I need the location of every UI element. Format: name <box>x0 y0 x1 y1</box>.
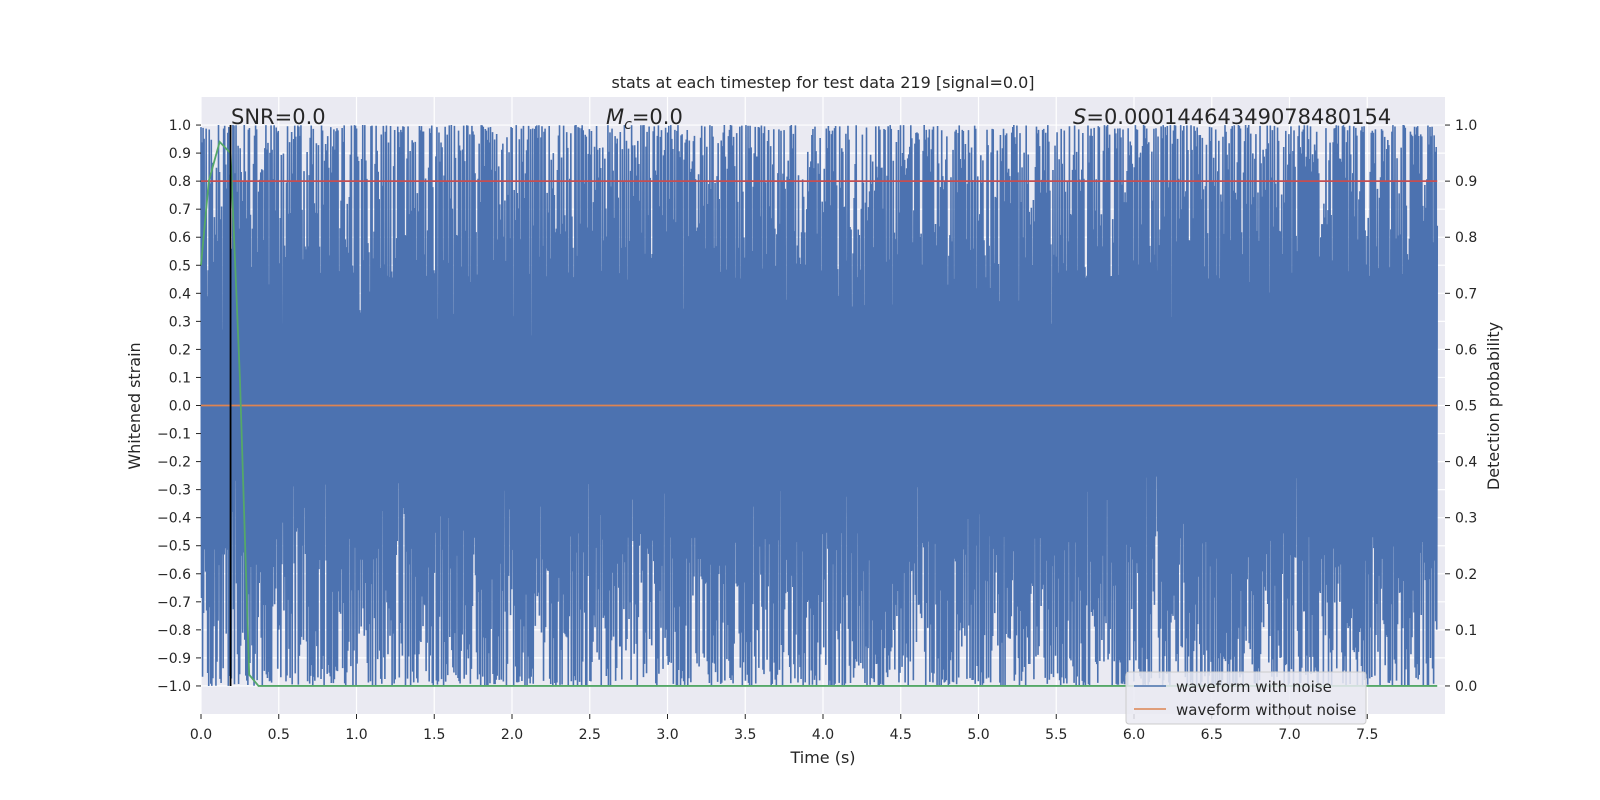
y-tick-label: 0.2 <box>169 342 191 358</box>
y2-tick-label: 1.0 <box>1455 118 1477 134</box>
x-tick-label: 2.0 <box>501 727 523 743</box>
legend-label-clean: waveform without noise <box>1176 701 1356 719</box>
y-tick-label: −0.2 <box>157 455 191 471</box>
x-tick-label: 4.0 <box>812 727 834 743</box>
y2-tick-label: 0.2 <box>1455 567 1477 583</box>
y2-tick-label: 0.1 <box>1455 623 1477 639</box>
x-tick-label: 5.5 <box>1045 727 1067 743</box>
y-tick-label: 0.4 <box>169 286 191 302</box>
overlay-lines <box>200 125 1438 687</box>
y-tick-label: −0.3 <box>157 483 191 499</box>
y-tick-label: 0.5 <box>169 258 191 274</box>
y-tick-label: −0.5 <box>157 539 191 555</box>
legend-label-noise: waveform with noise <box>1176 678 1332 696</box>
noise-waveform-line <box>200 125 1439 686</box>
x-axis-label: Time (s) <box>789 748 855 767</box>
y-tick-label: 0.3 <box>169 314 191 330</box>
y2-tick-label: 0.5 <box>1455 399 1477 415</box>
y-tick-label: 0.6 <box>169 230 191 246</box>
x-tick-label: 5.0 <box>967 727 989 743</box>
y-tick-label: −0.4 <box>157 511 191 527</box>
y-tick-label: −0.1 <box>157 427 191 443</box>
x-tick-label: 3.0 <box>656 727 678 743</box>
chirp-mass-annotation: Mc=0.0 <box>606 105 683 133</box>
legend: waveform with noise waveform without noi… <box>1125 671 1367 725</box>
x-tick-label: 1.0 <box>345 727 367 743</box>
y-tick-label: −0.6 <box>157 567 191 583</box>
y2-tick-label: 0.9 <box>1455 174 1477 190</box>
axes: 0.0 0.5 1.0 1.5 2.0 2.5 3.0 3.5 4.0 4.5 5.0 5.5 6.0 6… <box>157 118 1477 743</box>
y-axis-label: Whitened strain <box>125 342 144 469</box>
y-tick-label: 0.0 <box>169 399 191 415</box>
y2-tick-label: 0.3 <box>1455 511 1477 527</box>
y-tick-label: 1.0 <box>169 118 191 134</box>
x-tick-label: 6.0 <box>1123 727 1145 743</box>
legend-box <box>1125 671 1367 725</box>
y2-tick-label: 0.7 <box>1455 286 1477 302</box>
y-tick-label: −0.9 <box>157 651 191 667</box>
s-annotation: S=0.00014464349078480154 <box>1073 105 1391 129</box>
y-tick-label: 0.9 <box>169 146 191 162</box>
x-tick-label: 2.5 <box>579 727 601 743</box>
y-tick-label: 0.1 <box>169 370 191 386</box>
x-tick-label: 1.5 <box>423 727 445 743</box>
chart-title: stats at each timestep for test data 219… <box>611 73 1034 92</box>
x-tick-label: 6.5 <box>1201 727 1223 743</box>
y-tick-label: 0.7 <box>169 202 191 218</box>
y-tick-label: −0.7 <box>157 595 191 611</box>
y-tick-label: −1.0 <box>157 679 191 695</box>
detection-probability-line <box>200 140 1438 687</box>
x-tick-label: 7.5 <box>1356 727 1378 743</box>
y-tick-label: 0.8 <box>169 174 191 190</box>
x-tick-label: 0.5 <box>268 727 290 743</box>
y-tick-label: −0.8 <box>157 623 191 639</box>
y2-tick-label: 0.0 <box>1455 679 1477 695</box>
x-tick-label: 4.5 <box>890 727 912 743</box>
noise-waveform <box>200 125 1439 686</box>
y2-tick-label: 0.4 <box>1455 455 1477 471</box>
x-tick-label: 7.0 <box>1278 727 1300 743</box>
y2-tick-label: 0.8 <box>1455 230 1477 246</box>
y2-tick-label: 0.6 <box>1455 342 1477 358</box>
snr-annotation: SNR=0.0 <box>231 105 326 129</box>
x-tick-label: 3.5 <box>734 727 756 743</box>
x-tick-label: 0.0 <box>190 727 212 743</box>
y2-axis-label: Detection probability <box>1484 322 1503 490</box>
